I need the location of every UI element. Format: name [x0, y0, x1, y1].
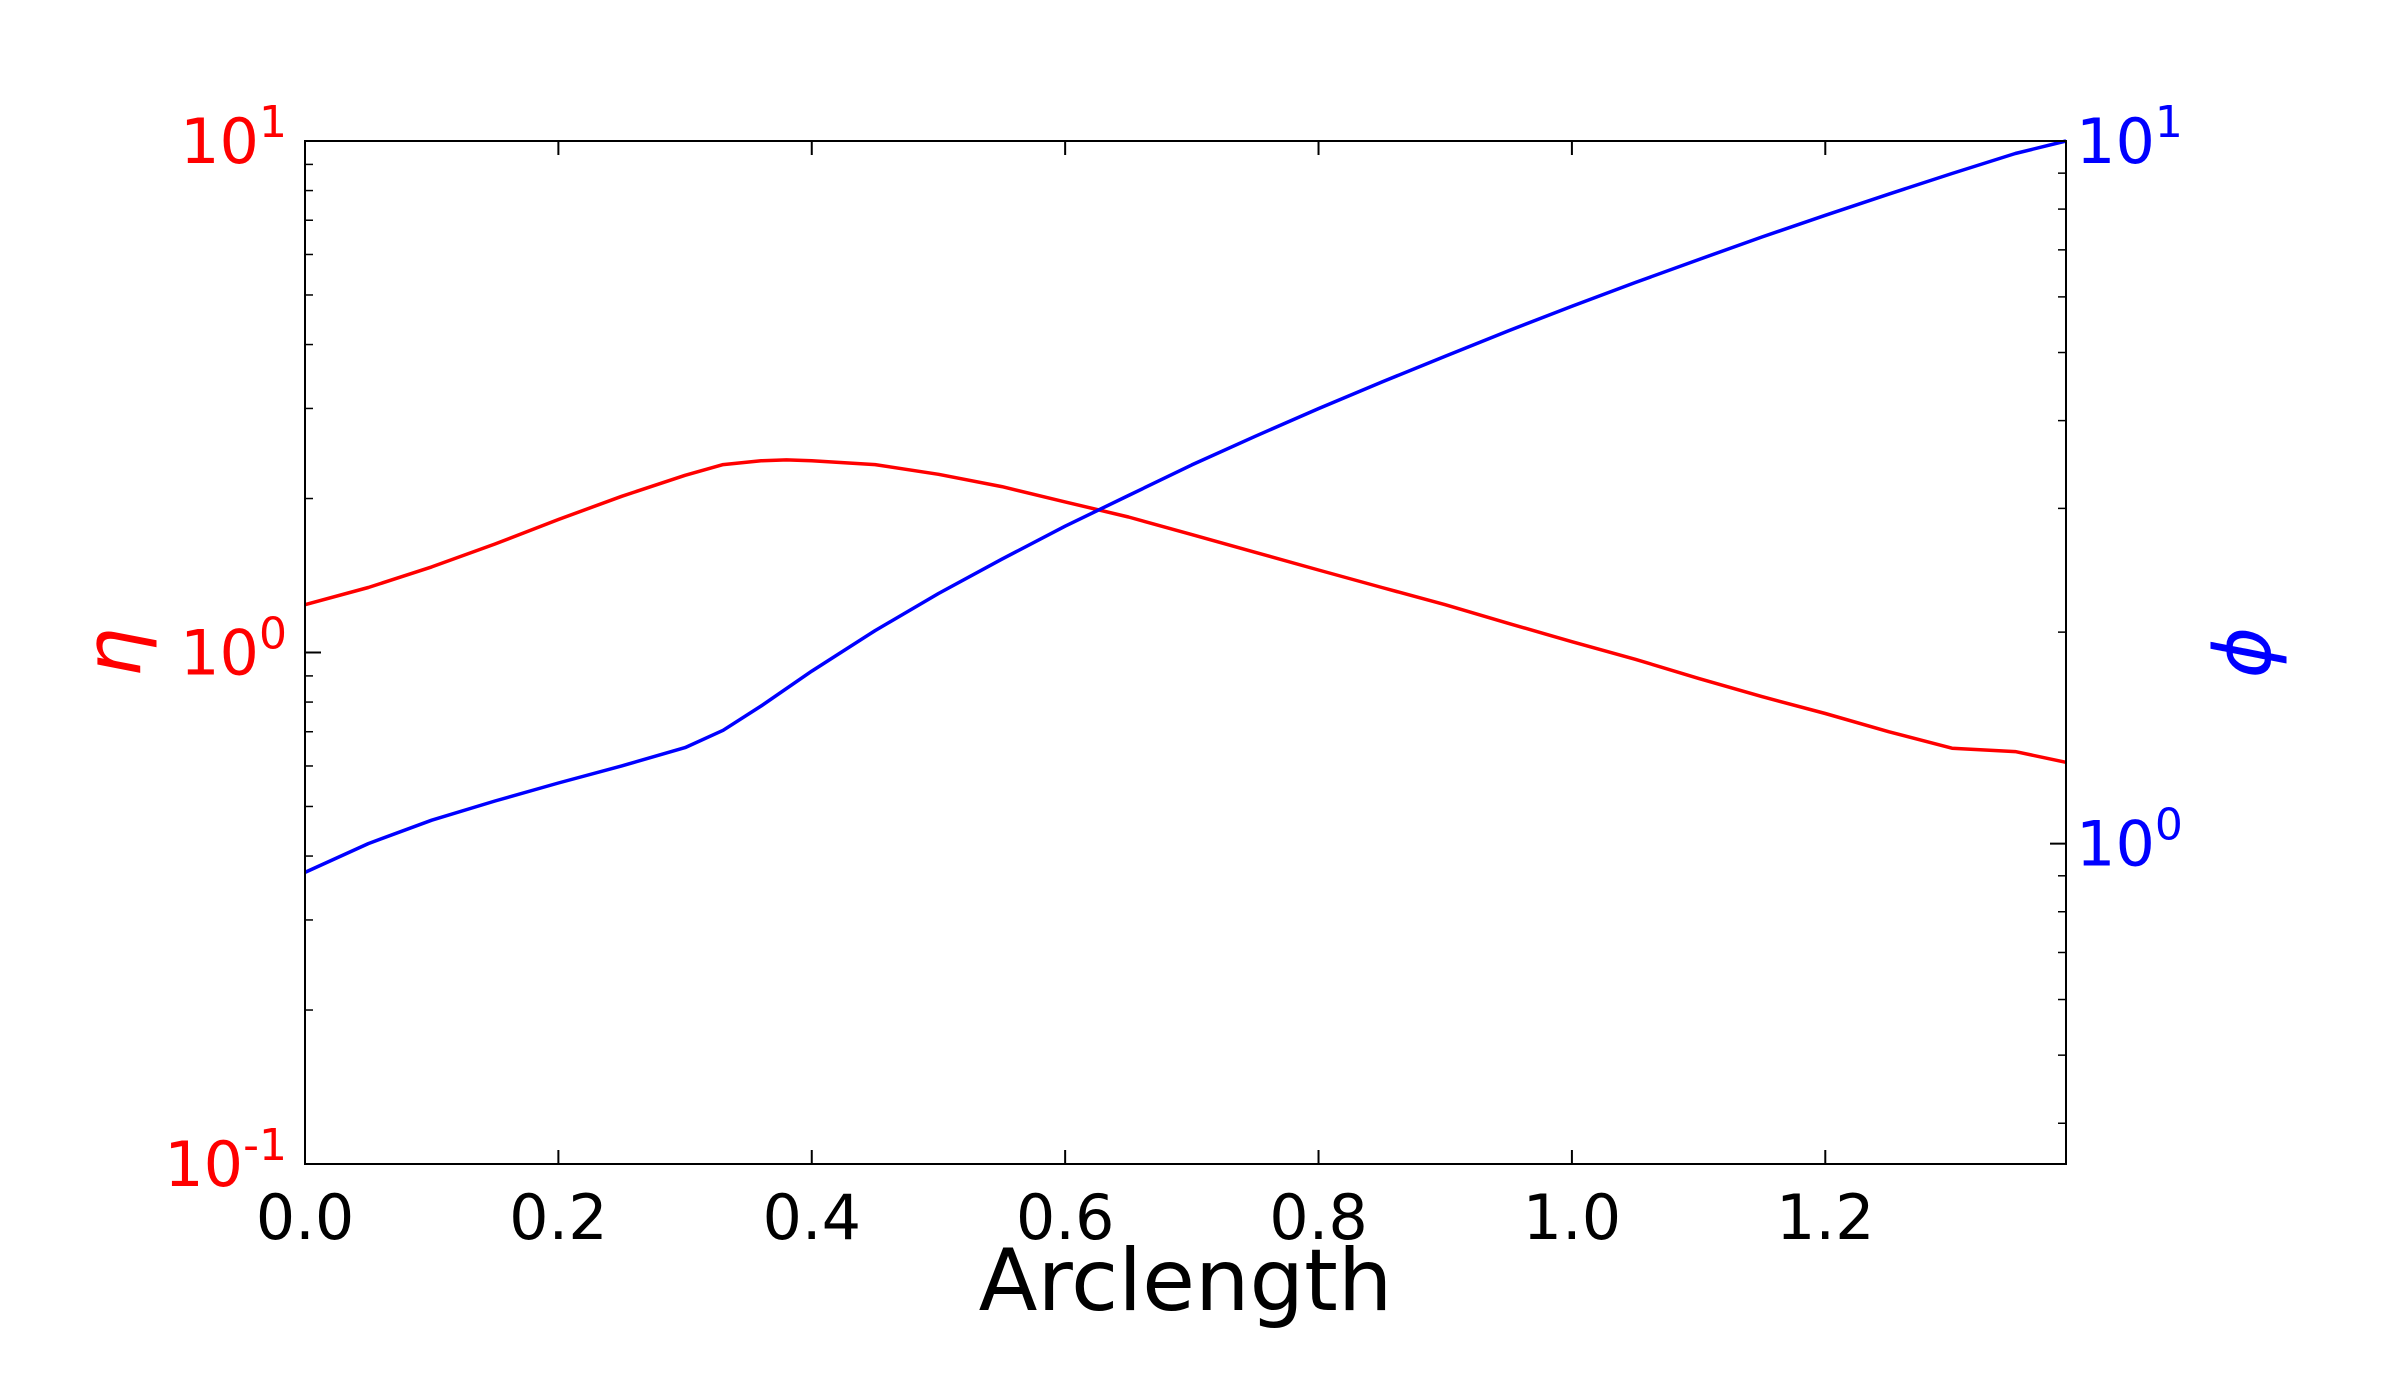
x-tick-label: 0.0	[256, 1181, 355, 1254]
series-layer	[304, 139, 2067, 874]
phi-series-line	[304, 139, 2067, 874]
y-left-tick-label: 10-1	[164, 1120, 287, 1201]
x-tick-label: 1.0	[1523, 1181, 1622, 1254]
x-tick-label: 0.4	[762, 1181, 861, 1254]
y-right-tick-label: 101	[2076, 97, 2183, 178]
eta-series-line	[304, 458, 2067, 765]
labels-layer: 0.0 0.2 0.4 0.6 0.8 1.0 1.2 101 100 10-1 101 100	[164, 97, 2183, 1254]
plot-frame	[304, 140, 2067, 1165]
x-tick-label: 0.8	[1269, 1181, 1368, 1254]
x-tick-label: 1.2	[1776, 1181, 1875, 1254]
x-tick-label: 0.2	[509, 1181, 608, 1254]
y-left-tick-label: 100	[180, 609, 287, 690]
ticks-layer	[304, 140, 2066, 1165]
y-left-axis-label: η	[69, 628, 159, 677]
y-right-axis-label: ϕ	[2199, 627, 2289, 678]
y-right-tick-label: 100	[2076, 800, 2183, 881]
x-axis-label: Arclength	[979, 1231, 1393, 1331]
x-tick-label: 0.6	[1016, 1181, 1115, 1254]
y-left-tick-label: 101	[180, 97, 287, 178]
